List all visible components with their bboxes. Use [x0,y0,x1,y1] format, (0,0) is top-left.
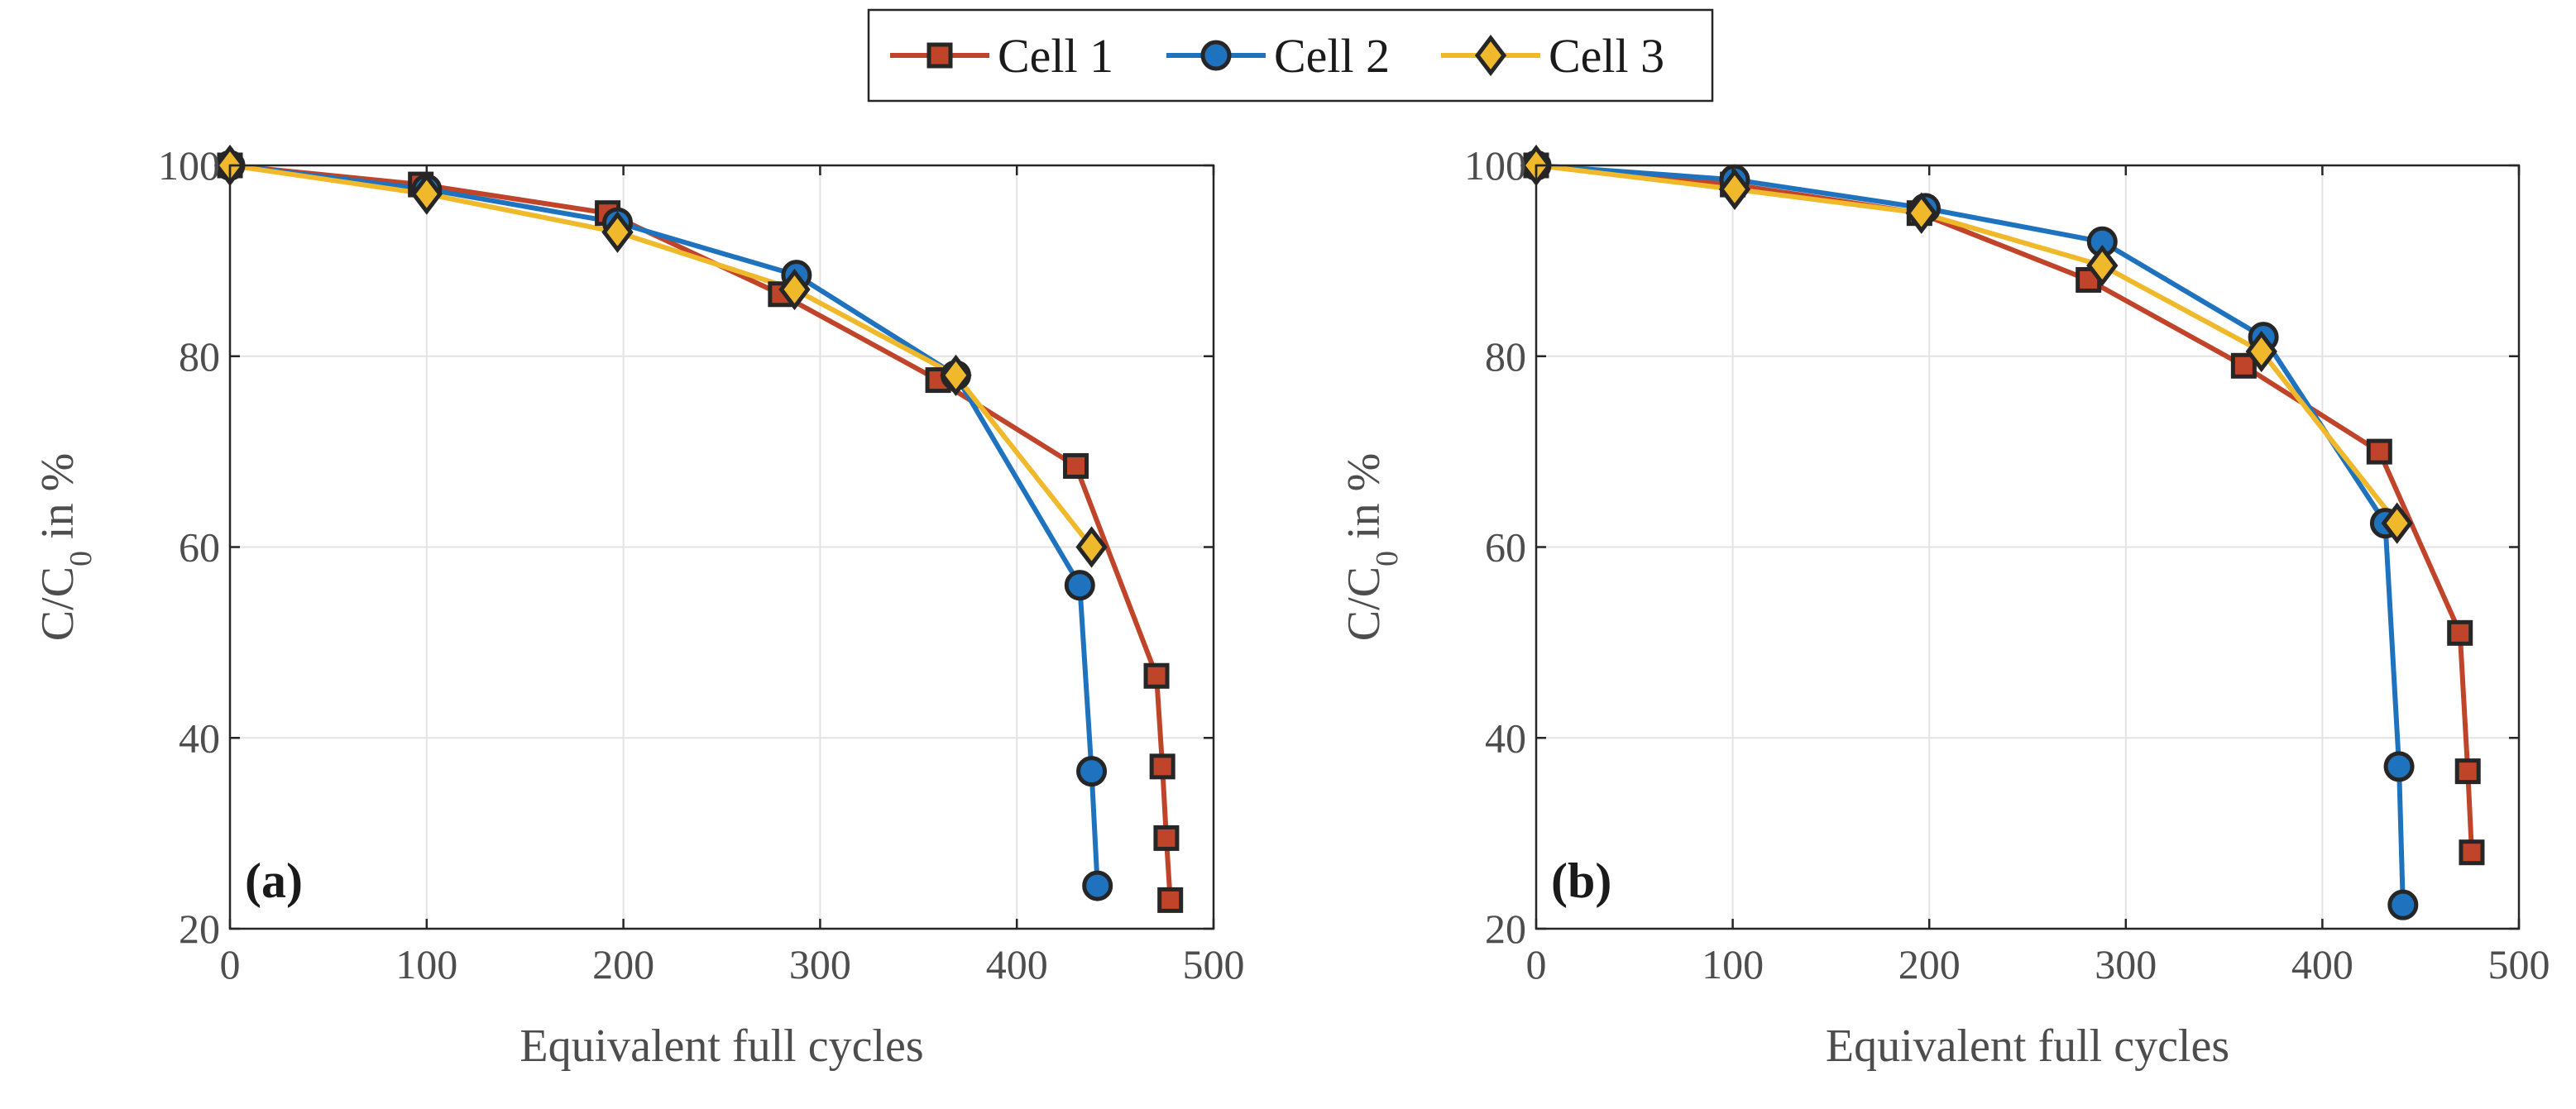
y-axis-label-main: C/C [32,566,84,641]
legend-label-cell-3: Cell 3 [1549,29,1664,83]
y-tick-label: 80 [179,333,220,380]
legend-entry-cell-3: Cell 3 [1441,29,1664,83]
x-tick-label: 200 [1898,941,1961,987]
data-point-cell-2 [1064,570,1095,601]
series-line-cell-3 [229,163,1094,549]
x-tick-label: 0 [220,941,241,987]
x-axis-label: Equivalent full cycles [520,1021,923,1072]
panel-b: 0 100 200 300 400 500 20 40 60 80 100 Equivalent fu… [1338,142,2550,1072]
y-axis-label: C/C0 in % [1338,453,1405,641]
data-point-cell-1 [2459,839,2485,866]
data-point-cell-2 [1082,870,1113,901]
y-axis-label-subscript: 0 [1370,551,1405,566]
x-tick-label: 200 [592,941,654,987]
data-point-cell-3 [1075,526,1108,568]
panel-label: (b) [1551,853,1611,908]
series-line-cell-3 [1535,163,2400,525]
data-point-cell-3 [601,211,634,253]
data-point-cell-1 [1149,753,1175,780]
data-point-cell-3 [2245,330,2277,373]
legend-box [867,8,1714,103]
data-point-cell-3 [2086,245,2119,287]
data-point-cell-3 [2381,502,2413,544]
panel-label: (a) [245,853,303,908]
data-point-cell-1 [2366,438,2392,465]
series-markers-cell-3 [1520,144,2413,544]
y-axis-label: C/C0 in % [32,453,98,641]
data-point-cell-2 [2383,751,2415,782]
series-line-cell-2 [1535,163,2406,906]
data-point-cell-1 [2454,758,2481,785]
data-point-cell-1 [1063,452,1089,479]
y-tick-label: 40 [179,715,220,761]
x-tick-label: 100 [395,941,457,987]
data-point-cell-3 [778,268,811,311]
x-tick-label: 500 [2488,941,2550,987]
series-line-cell-2 [229,163,1100,887]
x-axis-label: Equivalent full cycles [1826,1021,2229,1072]
x-tick-label: 400 [2291,941,2353,987]
y-tick-label: 60 [1485,524,1526,571]
x-tick-label: 400 [986,941,1048,987]
y-tick-label: 40 [1485,715,1526,761]
legend-entry-cell-2: Cell 2 [1166,29,1390,83]
data-point-cell-1 [2447,619,2473,646]
x-tick-label: 300 [2095,941,2157,987]
data-point-cell-2 [1076,756,1108,787]
data-point-cell-1 [1153,825,1180,851]
x-tick-label: 300 [789,941,851,987]
y-tick-label: 60 [179,524,220,571]
y-tick-label: 20 [179,906,220,952]
y-axis-label-subscript: 0 [64,551,98,566]
data-point-cell-2 [2387,889,2419,920]
legend-label-cell-2: Cell 2 [1274,29,1390,83]
y-axis-label-suffix: in % [32,453,84,551]
legend: Cell 1 Cell 2 Cell 3 [867,8,1714,103]
legend-label-cell-1: Cell 1 [998,29,1113,83]
x-tick-label: 0 [1526,941,1547,987]
y-tick-label: 80 [1485,333,1526,380]
data-point-cell-3 [940,354,972,396]
data-point-cell-1 [1143,662,1170,689]
legend-entry-cell-1: Cell 1 [890,29,1113,83]
y-tick-label: 100 [158,142,220,189]
legend-marker-cell-1 [926,42,953,69]
data-point-cell-3 [1905,192,1937,234]
legend-marker-cell-3 [1474,34,1507,77]
y-tick-label: 100 [1464,142,1526,189]
data-point-cell-1 [2230,352,2257,379]
x-tick-label: 500 [1183,941,1245,987]
x-tick-label: 100 [1702,941,1764,987]
y-tick-label: 20 [1485,906,1526,952]
data-point-cell-3 [1718,168,1751,210]
panel-a: 0 100 200 300 400 500 20 40 60 80 100 Equivalent fu… [32,142,1245,1072]
legend-marker-cell-2 [1200,40,1232,71]
data-point-cell-1 [1157,887,1184,913]
y-axis-label-main: C/C [1338,566,1390,641]
series-line-cell-1 [229,163,1173,901]
data-point-cell-3 [410,173,443,215]
y-axis-label-suffix: in % [1338,453,1390,551]
